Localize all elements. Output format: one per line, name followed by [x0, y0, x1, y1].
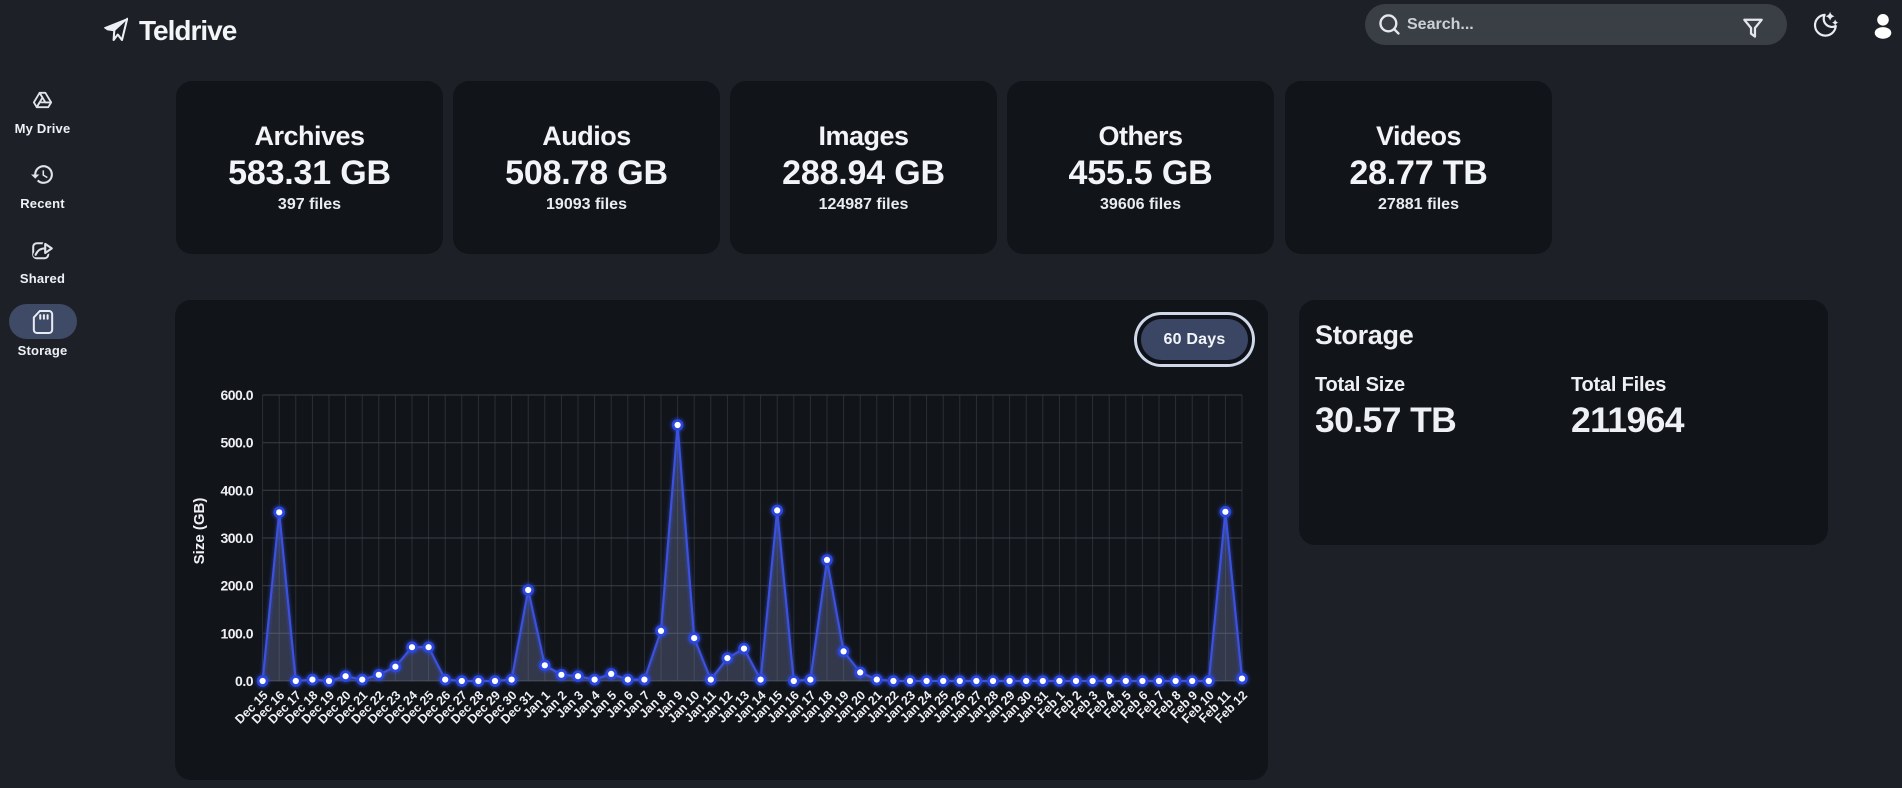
svg-text:100.0: 100.0 [220, 625, 253, 641]
svg-text:200.0: 200.0 [220, 578, 253, 594]
svg-text:300.0: 300.0 [220, 530, 253, 546]
svg-text:400.0: 400.0 [220, 482, 253, 498]
svg-text:600.0: 600.0 [220, 387, 253, 403]
svg-text:Size (GB): Size (GB) [191, 498, 208, 565]
svg-text:500.0: 500.0 [220, 435, 253, 451]
svg-text:0.0: 0.0 [235, 673, 254, 689]
